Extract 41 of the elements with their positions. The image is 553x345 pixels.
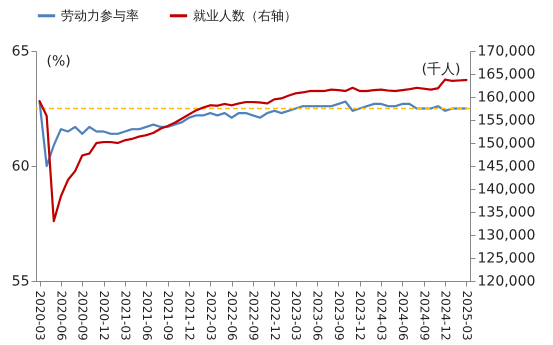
y2-tick-label: 170,000 xyxy=(478,44,536,60)
y2-axis-title: (千人) xyxy=(422,62,460,78)
x-tick-label: 2021-12 xyxy=(182,290,196,341)
line-series xyxy=(38,78,468,222)
x-tick-label: 2024-03 xyxy=(374,290,389,341)
line-series xyxy=(38,100,468,168)
y-tick-label: 55 xyxy=(12,274,30,290)
y2-tick-label: 120,000 xyxy=(478,274,536,290)
y-tick-label: 60 xyxy=(12,158,30,174)
y2-tick-label: 130,000 xyxy=(478,228,536,244)
x-tick-label: 2021-06 xyxy=(140,290,154,341)
x-tick-label: 2022-09 xyxy=(246,290,260,341)
y2-tick-label: 150,000 xyxy=(478,136,536,152)
x-tick-label: 2022-06 xyxy=(225,290,240,341)
y-tick-label: 65 xyxy=(12,44,30,60)
y2-tick-label: 135,000 xyxy=(478,204,536,220)
legend-label: 劳动力参与率 xyxy=(61,8,139,24)
x-tick-label: 2022-12 xyxy=(268,290,282,341)
x-tick-label: 2025-03 xyxy=(460,290,474,341)
x-tick-label: 2020-09 xyxy=(76,290,90,341)
y2-tick-label: 160,000 xyxy=(478,90,536,106)
y-axis-title: (%) xyxy=(46,54,71,70)
x-tick-label: 2022-03 xyxy=(204,290,218,341)
x-tick-label: 2020-12 xyxy=(97,290,112,341)
x-tick-label: 2023-03 xyxy=(289,290,304,341)
legend-label: 就业人数（右轴） xyxy=(193,8,297,24)
x-tick-label: 2020-06 xyxy=(54,290,68,341)
x-tick-label: 2024-06 xyxy=(396,290,410,341)
x-tick-label: 2023-06 xyxy=(310,290,325,341)
x-tick-label: 2024-09 xyxy=(417,290,432,341)
y2-tick-label: 125,000 xyxy=(478,250,536,266)
x-tick-label: 2023-09 xyxy=(332,290,346,341)
y2-tick-label: 165,000 xyxy=(478,66,536,82)
x-tick-label: 2020-03 xyxy=(33,290,48,341)
y2-tick-label: 140,000 xyxy=(478,182,536,198)
y2-tick-label: 155,000 xyxy=(478,112,536,128)
x-tick-label: 2024-12 xyxy=(438,290,453,341)
x-tick-label: 2021-03 xyxy=(118,290,132,341)
x-tick-label: 2021-09 xyxy=(161,290,176,341)
y2-tick-label: 145,000 xyxy=(478,158,536,174)
x-tick-label: 2023-12 xyxy=(353,290,368,341)
